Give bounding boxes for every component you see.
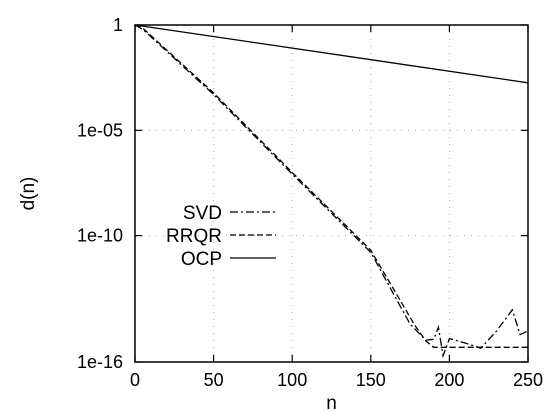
x-tick-label: 0 bbox=[130, 370, 140, 390]
tick-layer: 0 50 100 150 200 250 1 1e-05 1e-10 1e-16 bbox=[77, 15, 543, 390]
y-tick-label: 1e-10 bbox=[77, 226, 123, 246]
x-tick-label: 100 bbox=[277, 370, 307, 390]
legend-label-rrqr: RRQR bbox=[166, 226, 222, 247]
x-tick-label: 200 bbox=[434, 370, 464, 390]
y-tick-label: 1e-05 bbox=[77, 120, 123, 140]
y-tick-label: 1 bbox=[113, 15, 123, 35]
series-line-svd bbox=[134, 24, 529, 359]
legend-label-svd: SVD bbox=[183, 203, 222, 224]
x-axis-title: n bbox=[326, 393, 337, 412]
grid-layer bbox=[135, 25, 528, 362]
series-line-rrqr bbox=[134, 24, 528, 348]
x-tick-label: 50 bbox=[204, 370, 224, 390]
y-axis-title: d(n) bbox=[18, 177, 39, 211]
y-tick-label: 1e-16 bbox=[77, 352, 123, 372]
x-tick-label: 250 bbox=[513, 370, 543, 390]
series-line-ocp bbox=[134, 24, 529, 84]
x-tick-label: 150 bbox=[356, 370, 386, 390]
legend-label-ocp: OCP bbox=[181, 249, 222, 270]
plot-frame bbox=[134, 24, 529, 363]
series-layer bbox=[134, 24, 529, 359]
